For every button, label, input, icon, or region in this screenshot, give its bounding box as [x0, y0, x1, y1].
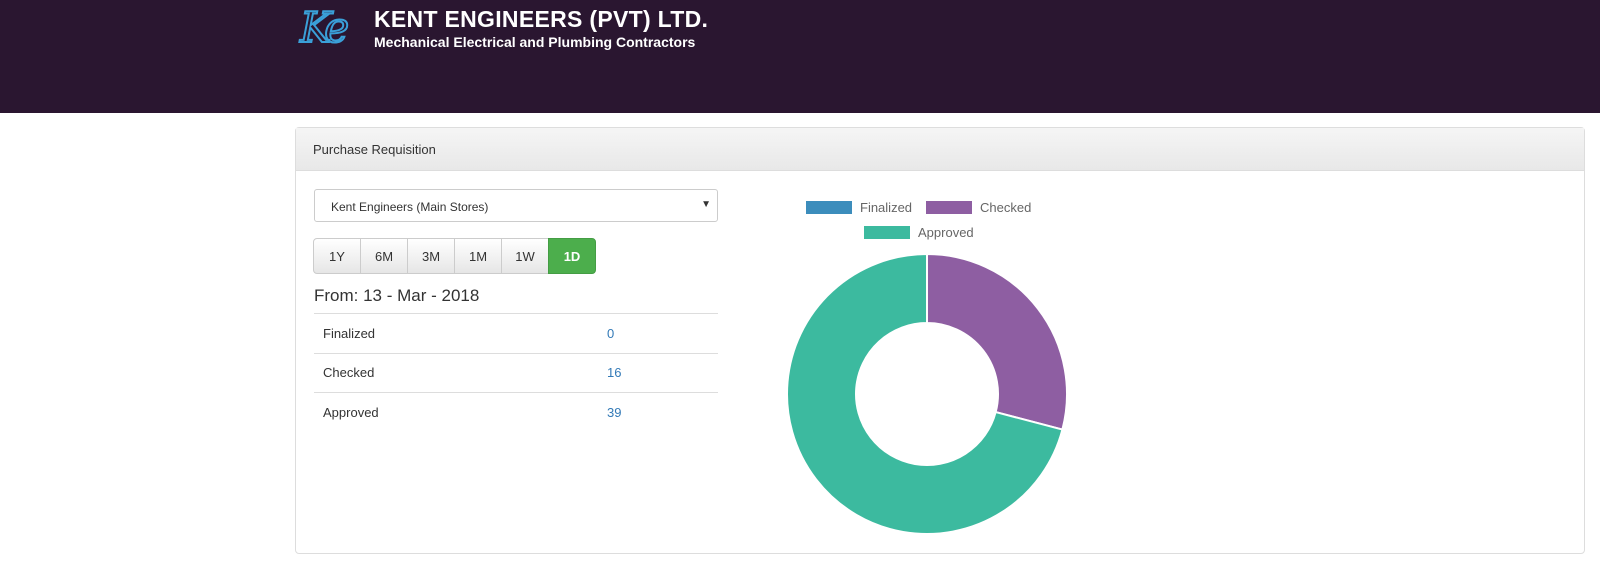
panel-title: Purchase Requisition [296, 128, 1584, 171]
row-label: Finalized [314, 313, 598, 353]
range-1d-button[interactable]: 1D [548, 238, 596, 274]
purchase-requisition-panel: Purchase Requisition Kent Engineers (Mai… [295, 127, 1585, 554]
top-header: Ke KENT ENGINEERS (PVT) LTD. Mechanical … [0, 0, 1600, 113]
row-value[interactable]: 39 [598, 392, 718, 432]
row-value[interactable]: 0 [598, 313, 718, 353]
status-table: Finalized 0 Checked 16 Approved 39 [314, 313, 718, 432]
donut-slice-checked[interactable] [926, 252, 1068, 431]
donut-chart [786, 252, 1068, 535]
store-select-value: Kent Engineers (Main Stores) [331, 200, 489, 214]
legend-label: Checked [980, 200, 1032, 215]
legend-swatch [926, 201, 972, 214]
legend-swatch [806, 201, 852, 214]
legend-checked[interactable]: Checked [926, 200, 1031, 215]
table-row: Checked 16 [314, 352, 718, 393]
company-logo: Ke [299, 2, 350, 53]
range-3m-button[interactable]: 3M [407, 238, 455, 274]
donut-slice-approved[interactable] [786, 252, 1064, 535]
legend-label: Approved [918, 225, 974, 240]
legend-approved[interactable]: Approved [864, 225, 974, 240]
caret-down-icon: ▼ [701, 199, 711, 210]
row-label: Checked [314, 352, 598, 393]
range-button-group: 1Y 6M 3M 1M 1W 1D [313, 238, 596, 274]
legend-label: Finalized [860, 200, 913, 215]
range-1w-button[interactable]: 1W [501, 238, 549, 274]
from-date: From: 13 - Mar - 2018 [314, 286, 480, 305]
store-select[interactable]: Kent Engineers (Main Stores) ▼ [314, 189, 718, 222]
range-6m-button[interactable]: 6M [360, 238, 408, 274]
row-label: Approved [314, 392, 598, 432]
table-row: Finalized 0 [314, 313, 718, 353]
company-name: KENT ENGINEERS (PVT) LTD. [374, 6, 709, 32]
range-1y-button[interactable]: 1Y [313, 238, 361, 274]
range-1m-button[interactable]: 1M [454, 238, 502, 274]
table-row: Approved 39 [314, 392, 718, 432]
row-value[interactable]: 16 [598, 352, 718, 393]
legend-swatch [864, 226, 910, 239]
legend-finalized[interactable]: Finalized [806, 200, 912, 215]
company-tagline: Mechanical Electrical and Plumbing Contr… [374, 34, 696, 50]
